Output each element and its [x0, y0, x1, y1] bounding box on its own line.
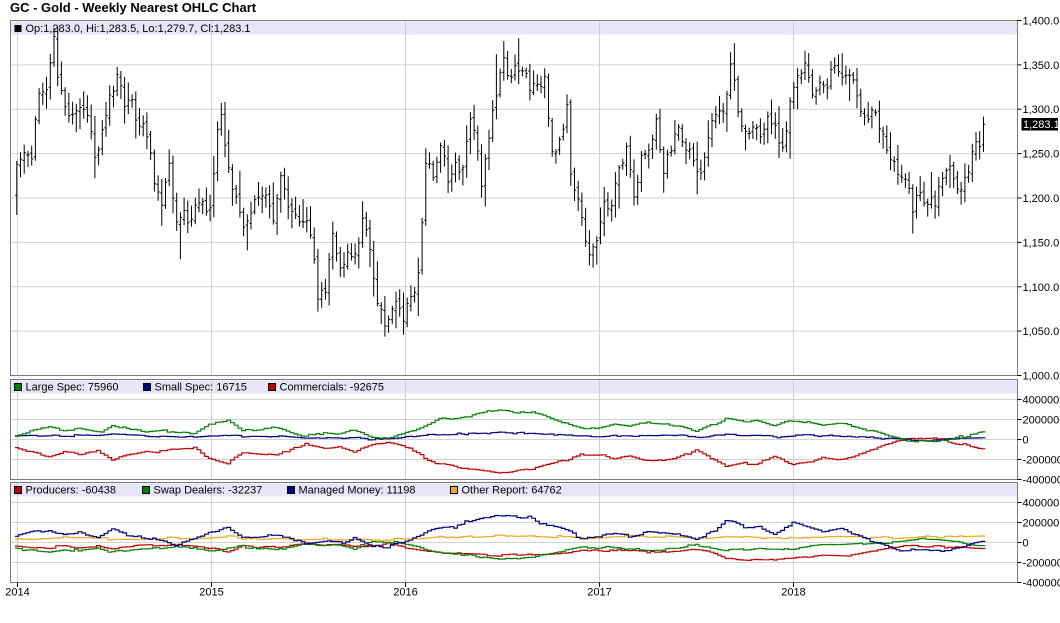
svg-text:1,200.0: 1,200.0 — [1023, 193, 1060, 205]
svg-text:1,100.0: 1,100.0 — [1023, 282, 1060, 294]
svg-text:GC - Gold - Weekly Nearest OHL: GC - Gold - Weekly Nearest OHLC Chart — [10, 0, 257, 15]
svg-text:Producers: -60438: Producers: -60438 — [26, 485, 117, 497]
svg-text:1,283.1: 1,283.1 — [1023, 119, 1060, 131]
svg-text:1,300.0: 1,300.0 — [1023, 104, 1060, 116]
svg-text:0: 0 — [1023, 538, 1029, 550]
svg-text:400000: 400000 — [1023, 395, 1060, 407]
svg-text:Swap Dealers: -32237: Swap Dealers: -32237 — [154, 485, 263, 497]
svg-text:-400000: -400000 — [1023, 578, 1060, 590]
svg-text:1,400.0: 1,400.0 — [1023, 16, 1060, 28]
svg-text:Managed Money: 11198: Managed Money: 11198 — [299, 485, 416, 497]
svg-text:1,350.0: 1,350.0 — [1023, 60, 1060, 72]
svg-text:Small Spec: 16715: Small Spec: 16715 — [155, 382, 247, 394]
svg-text:2018: 2018 — [781, 587, 805, 599]
svg-text:2017: 2017 — [587, 587, 611, 599]
svg-text:0: 0 — [1023, 435, 1029, 447]
svg-text:Large Spec: 75960: Large Spec: 75960 — [26, 382, 119, 394]
svg-text:200000: 200000 — [1023, 415, 1060, 427]
svg-text:400000: 400000 — [1023, 498, 1060, 510]
svg-text:1,050.0: 1,050.0 — [1023, 326, 1060, 338]
svg-text:1,000.0: 1,000.0 — [1023, 371, 1060, 383]
svg-text:1,150.0: 1,150.0 — [1023, 237, 1060, 249]
svg-text:2016: 2016 — [393, 587, 417, 599]
svg-text:-200000: -200000 — [1023, 558, 1060, 570]
svg-text:-400000: -400000 — [1023, 475, 1060, 487]
svg-text:2014: 2014 — [5, 587, 29, 599]
svg-text:Op:1,283.0, Hi:1,283.5, Lo:1,2: Op:1,283.0, Hi:1,283.5, Lo:1,279.7, Cl:1… — [26, 23, 251, 35]
svg-text:-200000: -200000 — [1023, 455, 1060, 467]
svg-text:Commercials: -92675: Commercials: -92675 — [280, 382, 385, 394]
svg-text:Other Report: 64762: Other Report: 64762 — [462, 485, 562, 497]
svg-text:200000: 200000 — [1023, 518, 1060, 530]
svg-text:2015: 2015 — [199, 587, 223, 599]
svg-text:1,250.0: 1,250.0 — [1023, 149, 1060, 161]
